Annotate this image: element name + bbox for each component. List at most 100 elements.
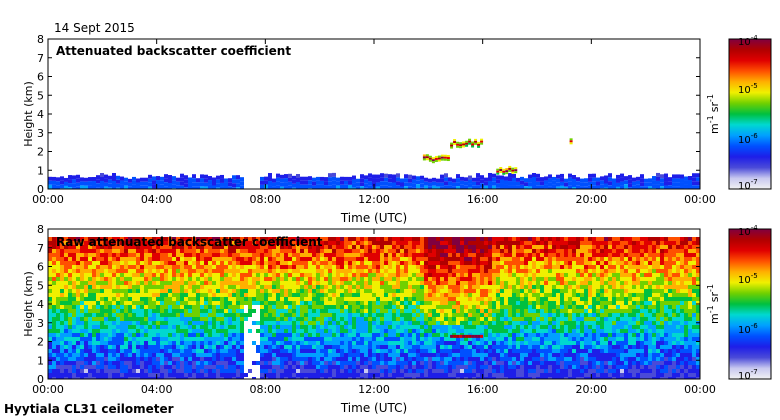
noise-cell: [484, 365, 488, 369]
noise-cell: [184, 273, 188, 277]
noise-cell: [492, 349, 496, 353]
noise-cell: [88, 257, 92, 261]
noise-cell: [324, 301, 328, 305]
noise-cell: [312, 353, 316, 357]
noise-cell: [188, 345, 192, 349]
noise-cell: [164, 361, 168, 365]
backscatter-cell: [604, 183, 608, 188]
noise-cell: [56, 361, 60, 365]
noise-cell: [468, 269, 472, 273]
backscatter-cell: [632, 177, 636, 182]
noise-cell: [452, 273, 456, 277]
noise-cell: [400, 361, 404, 365]
noise-cell: [152, 373, 156, 377]
noise-cell: [452, 337, 456, 341]
noise-cell: [300, 345, 304, 349]
noise-cell: [196, 249, 200, 253]
backscatter-cell: [656, 188, 660, 189]
noise-cell: [252, 269, 256, 273]
noise-cell: [468, 297, 472, 301]
noise-cell: [104, 365, 108, 369]
noise-cell: [448, 269, 452, 273]
noise-cell: [288, 265, 292, 269]
noise-cell: [400, 357, 404, 361]
noise-cell: [68, 293, 72, 297]
noise-cell: [236, 325, 240, 329]
noise-cell: [76, 237, 80, 241]
noise-cell: [324, 293, 328, 297]
noise-cell: [228, 269, 232, 273]
noise-cell: [152, 377, 156, 379]
noise-cell: [448, 241, 452, 245]
noise-cell: [320, 273, 324, 277]
noise-cell: [464, 373, 468, 377]
noise-cell: [372, 321, 376, 325]
noise-cell: [428, 369, 432, 373]
noise-cell: [344, 341, 348, 345]
noise-cell: [376, 249, 380, 253]
noise-cell: [384, 317, 388, 321]
noise-cell: [144, 341, 148, 345]
noise-cell: [516, 365, 520, 369]
noise-cell: [352, 357, 356, 361]
noise-cell: [468, 253, 472, 257]
noise-cell: [120, 325, 124, 329]
noise-cell: [452, 277, 456, 281]
noise-cell: [396, 373, 400, 377]
noise-cell: [68, 321, 72, 325]
backscatter-cell: [208, 176, 212, 181]
noise-cell: [372, 365, 376, 369]
noise-cell: [72, 293, 76, 297]
noise-cell: [420, 365, 424, 369]
backscatter-cell: [280, 174, 284, 179]
backscatter-cell: [516, 177, 520, 182]
noise-cell: [264, 377, 268, 379]
noise-cell: [428, 365, 432, 369]
noise-cell: [236, 293, 240, 297]
cloud-cell: [456, 143, 460, 146]
noise-cell: [516, 329, 520, 333]
noise-cell: [288, 305, 292, 309]
noise-cell: [80, 261, 84, 265]
noise-cell: [200, 253, 204, 257]
noise-cell: [484, 353, 488, 357]
backscatter-cell: [528, 186, 532, 189]
noise-cell: [168, 373, 172, 377]
noise-cell: [392, 373, 396, 377]
noise-cell: [80, 365, 84, 369]
noise-cell: [368, 305, 372, 309]
noise-cell: [448, 301, 452, 305]
noise-cell: [220, 277, 224, 281]
noise-cell: [108, 353, 112, 357]
noise-cell: [268, 345, 272, 349]
noise-cell: [504, 345, 508, 349]
noise-cell: [156, 321, 160, 325]
noise-cell: [172, 297, 176, 301]
noise-cell: [80, 357, 84, 361]
noise-cell: [96, 241, 100, 245]
noise-cell: [372, 241, 376, 245]
backscatter-cell: [608, 181, 612, 186]
noise-cell: [380, 341, 384, 345]
noise-cell: [504, 353, 508, 357]
noise-cell: [188, 317, 192, 321]
noise-cell: [416, 265, 420, 269]
noise-cell: [356, 261, 360, 265]
noise-cell: [488, 265, 492, 269]
noise-cell: [448, 341, 452, 345]
backscatter-cell: [444, 181, 448, 186]
noise-cell: [456, 365, 460, 369]
noise-cell: [172, 301, 176, 305]
noise-cell: [152, 353, 156, 357]
noise-cell: [488, 261, 492, 265]
cloud-cell: [440, 154, 444, 157]
noise-cell: [96, 349, 100, 353]
backscatter-cell: [588, 185, 592, 189]
noise-cell: [388, 349, 392, 353]
noise-cell: [440, 253, 444, 257]
noise-cell: [404, 261, 408, 265]
noise-cell: [456, 361, 460, 365]
noise-cell: [288, 273, 292, 277]
noise-cell: [520, 265, 524, 269]
noise-cell: [48, 249, 52, 253]
